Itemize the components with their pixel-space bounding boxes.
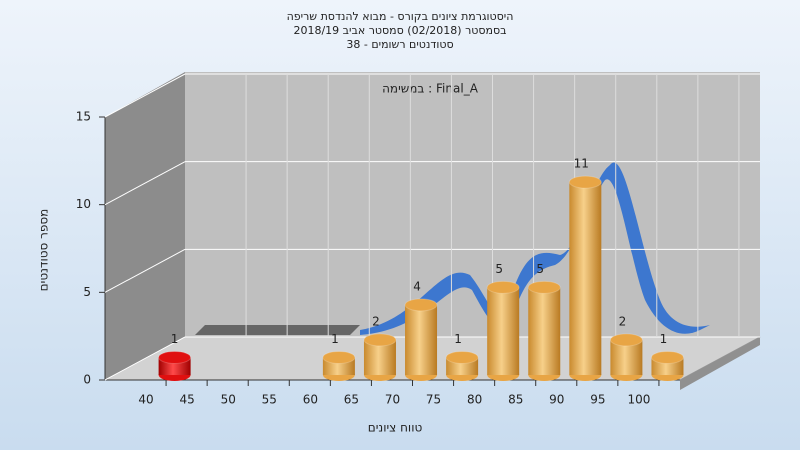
- value-label: 1: [660, 332, 668, 346]
- grid-line: [104, 161, 186, 206]
- value-label: 1: [171, 332, 179, 346]
- annotation: במשימה : Final_A: [382, 82, 479, 96]
- y-tick-label: 5: [83, 285, 91, 299]
- bar-top: [445, 350, 479, 364]
- x-tick-label: 45: [180, 393, 195, 407]
- bar-top: [486, 280, 520, 294]
- y-axis-label: מספר סטודנטים: [37, 209, 51, 292]
- value-label: 4: [413, 279, 421, 293]
- value-label: 11: [574, 157, 589, 171]
- chart-title: בסמסטר (02/2018) סמסטר אביב 2018/19: [293, 24, 506, 37]
- value-label: 5: [536, 262, 544, 276]
- x-axis-label: טווח ציונים: [368, 421, 423, 435]
- y-tick-label: 10: [76, 197, 91, 211]
- x-tick-label: 50: [221, 393, 236, 407]
- x-tick-label: 95: [590, 393, 605, 407]
- bar-top: [404, 298, 438, 312]
- bar: [405, 304, 438, 375]
- bar-top: [363, 333, 397, 347]
- x-tick-label: 85: [508, 393, 523, 407]
- x-tick-label: 90: [549, 393, 564, 407]
- x-tick-label: 75: [426, 393, 441, 407]
- grid-line: [104, 336, 186, 381]
- grid-line: [104, 248, 186, 293]
- x-tick-label: 65: [344, 393, 359, 407]
- value-label: 1: [331, 332, 339, 346]
- value-label: 1: [454, 332, 462, 346]
- bar: [569, 182, 602, 375]
- x-tick-label: 60: [303, 393, 318, 407]
- back-wall: [185, 72, 760, 337]
- value-label: 5: [495, 262, 503, 276]
- bar-top: [322, 350, 356, 364]
- floor-edge: [680, 337, 760, 390]
- left-wall: [105, 72, 185, 380]
- x-tick-label: 70: [385, 393, 400, 407]
- bar: [487, 287, 520, 375]
- y-tick-label: 0: [83, 373, 91, 387]
- x-tick-label: 55: [262, 393, 277, 407]
- bar-top: [650, 350, 684, 364]
- value-label: 2: [619, 314, 627, 328]
- grid-line: [104, 73, 186, 118]
- bar: [528, 287, 561, 375]
- chart-title: סטודנטים רשומים - 38: [346, 38, 453, 51]
- curve-shadow: [195, 325, 360, 335]
- bar-top: [568, 175, 602, 189]
- bar-top: [527, 280, 561, 294]
- bar-top: [609, 333, 643, 347]
- chart-title: היסטוגרמת ציונים בקורס - מבוא להנדסת שרי…: [287, 10, 514, 23]
- x-tick-label: 100: [627, 393, 650, 407]
- y-tick-label: 15: [76, 110, 91, 124]
- distribution-curve: [360, 162, 710, 335]
- x-tick-label: 80: [467, 393, 482, 407]
- bar-top: [158, 350, 192, 364]
- x-tick-label: 40: [138, 393, 153, 407]
- value-label: 2: [372, 314, 380, 328]
